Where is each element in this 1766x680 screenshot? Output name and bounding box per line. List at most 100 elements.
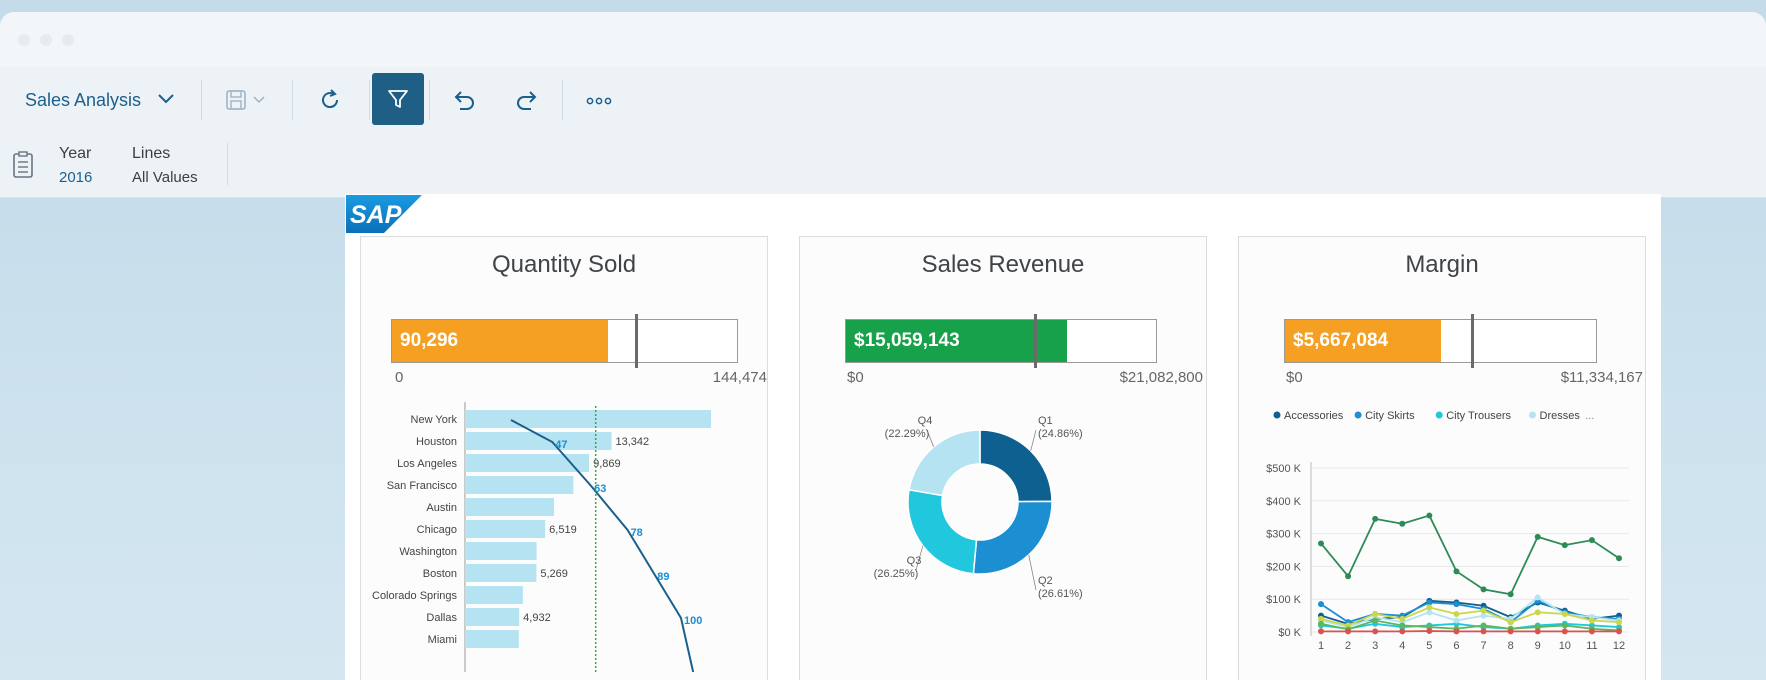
line-data-label: 100 xyxy=(684,615,702,627)
series-point xyxy=(1318,620,1324,627)
bullet-value-label: $15,059,143 xyxy=(854,330,960,351)
series-point xyxy=(1345,573,1352,580)
series-point xyxy=(1561,542,1568,549)
series-point xyxy=(1480,586,1487,593)
chevron-down-icon xyxy=(157,91,175,109)
line-data-label: 47 xyxy=(555,439,567,451)
more-button[interactable] xyxy=(584,89,614,113)
bar xyxy=(465,454,590,472)
series-point xyxy=(1426,628,1433,635)
minimize-dot-icon[interactable] xyxy=(40,34,52,46)
card-sales-revenue[interactable]: Sales Revenue $15,059,143 $0 $21,082,800… xyxy=(799,236,1207,680)
bar xyxy=(465,432,612,450)
series-point xyxy=(1372,617,1379,624)
series-point xyxy=(1318,601,1324,608)
save-button[interactable] xyxy=(220,85,270,115)
toolbar-divider xyxy=(201,80,202,120)
card-margin[interactable]: Margin $5,667,084 $0 $11,334,167 Accesso… xyxy=(1238,236,1646,680)
donut-slice-label: Q1 xyxy=(1038,415,1053,427)
filter-button[interactable] xyxy=(372,73,424,125)
series-point xyxy=(1426,609,1433,616)
bar-value-label: 13,342 xyxy=(616,436,650,448)
card-quantity-sold[interactable]: Quantity Sold 90,296 0 144,474 New York H… xyxy=(360,236,768,680)
series-point xyxy=(1616,555,1622,562)
bar-category-label: Los Angeles xyxy=(397,458,457,470)
bar-value-label: 6,519 xyxy=(549,524,577,536)
undo-button[interactable] xyxy=(450,84,480,116)
close-dot-icon[interactable] xyxy=(18,34,30,46)
donut-slice xyxy=(979,429,1053,503)
bullet-min-label: $0 xyxy=(847,369,864,386)
donut-slice-pct: (22.29%) xyxy=(885,428,930,440)
x-tick-label: 1 xyxy=(1318,640,1324,652)
maximize-dot-icon[interactable] xyxy=(62,34,74,46)
bar xyxy=(465,586,523,604)
app-title-dropdown[interactable]: Sales Analysis xyxy=(25,87,175,113)
bar xyxy=(465,476,574,494)
series-point xyxy=(1507,619,1514,626)
bar-value-label: 5,269 xyxy=(540,568,568,580)
bar xyxy=(465,498,554,516)
series-point xyxy=(1534,609,1541,616)
undo-icon xyxy=(453,88,477,112)
y-tick-label: $400 K xyxy=(1266,496,1302,508)
legend-more: ... xyxy=(1585,410,1594,422)
bullet-chart: $5,667,084 xyxy=(1284,314,1597,368)
y-tick-label: $0 K xyxy=(1278,627,1301,639)
series-point xyxy=(1480,607,1487,614)
bullet-chart: 90,296 xyxy=(391,314,738,368)
x-tick-label: 9 xyxy=(1535,640,1541,652)
bullet-target-marker xyxy=(1033,314,1037,368)
donut-slice-label: Q4 xyxy=(918,415,933,427)
series-point xyxy=(1588,628,1595,635)
donut-slice xyxy=(972,500,1053,575)
bullet-target-marker xyxy=(634,314,638,368)
donut-slice-pct: (26.61%) xyxy=(1038,588,1083,600)
series-point xyxy=(1534,594,1541,601)
series-point xyxy=(1507,591,1514,598)
city-bar-chart: New York Houston 13,342 Los Angeles 9,869 San… xyxy=(372,402,711,672)
bar xyxy=(465,564,537,582)
series-point xyxy=(1372,610,1379,617)
series-point xyxy=(1426,512,1433,519)
toolbar-divider xyxy=(292,80,293,120)
filter-label: Lines xyxy=(132,145,171,162)
filter-divider xyxy=(227,143,228,185)
y-tick-label: $100 K xyxy=(1266,594,1302,606)
bar-category-label: Dallas xyxy=(426,612,457,624)
legend-marker xyxy=(1273,411,1281,419)
app-window: Sales Analysis xyxy=(0,12,1766,680)
donut-leader-line xyxy=(1030,429,1037,451)
bar-category-label: Boston xyxy=(423,568,457,580)
refresh-button[interactable] xyxy=(315,84,345,116)
card-title: Quantity Sold xyxy=(491,251,637,278)
series-point xyxy=(1480,628,1487,635)
filter-value: 2016 xyxy=(59,169,93,186)
bar xyxy=(465,410,711,428)
legend-label: City Trousers xyxy=(1446,410,1511,422)
series-line xyxy=(1320,514,1620,596)
bar-category-label: Chicago xyxy=(417,524,457,536)
bar-category-label: Washington xyxy=(399,546,457,558)
clipboard-icon[interactable] xyxy=(12,151,34,184)
legend-marker xyxy=(1354,411,1362,419)
redo-button[interactable] xyxy=(511,84,541,116)
x-tick-label: 12 xyxy=(1613,640,1625,652)
donut-leader-line xyxy=(915,545,924,571)
series-point xyxy=(1399,615,1406,622)
series-point xyxy=(1480,622,1487,629)
bullet-min-label: 0 xyxy=(395,369,404,386)
bar-category-label: Colorado Springs xyxy=(372,590,457,602)
x-tick-label: 10 xyxy=(1559,640,1571,652)
legend-marker xyxy=(1529,411,1536,419)
series-point xyxy=(1318,628,1324,635)
series-point xyxy=(1453,568,1460,575)
svg-text:SAP: SAP xyxy=(350,201,402,229)
sap-logo: SAP xyxy=(346,195,422,238)
x-tick-label: 4 xyxy=(1399,640,1405,652)
donut-leader-line xyxy=(1028,554,1037,591)
bar-category-label: New York xyxy=(411,414,458,426)
donut-slice-pct: (26.25%) xyxy=(874,568,919,580)
bar xyxy=(465,520,546,538)
bar xyxy=(465,542,537,560)
